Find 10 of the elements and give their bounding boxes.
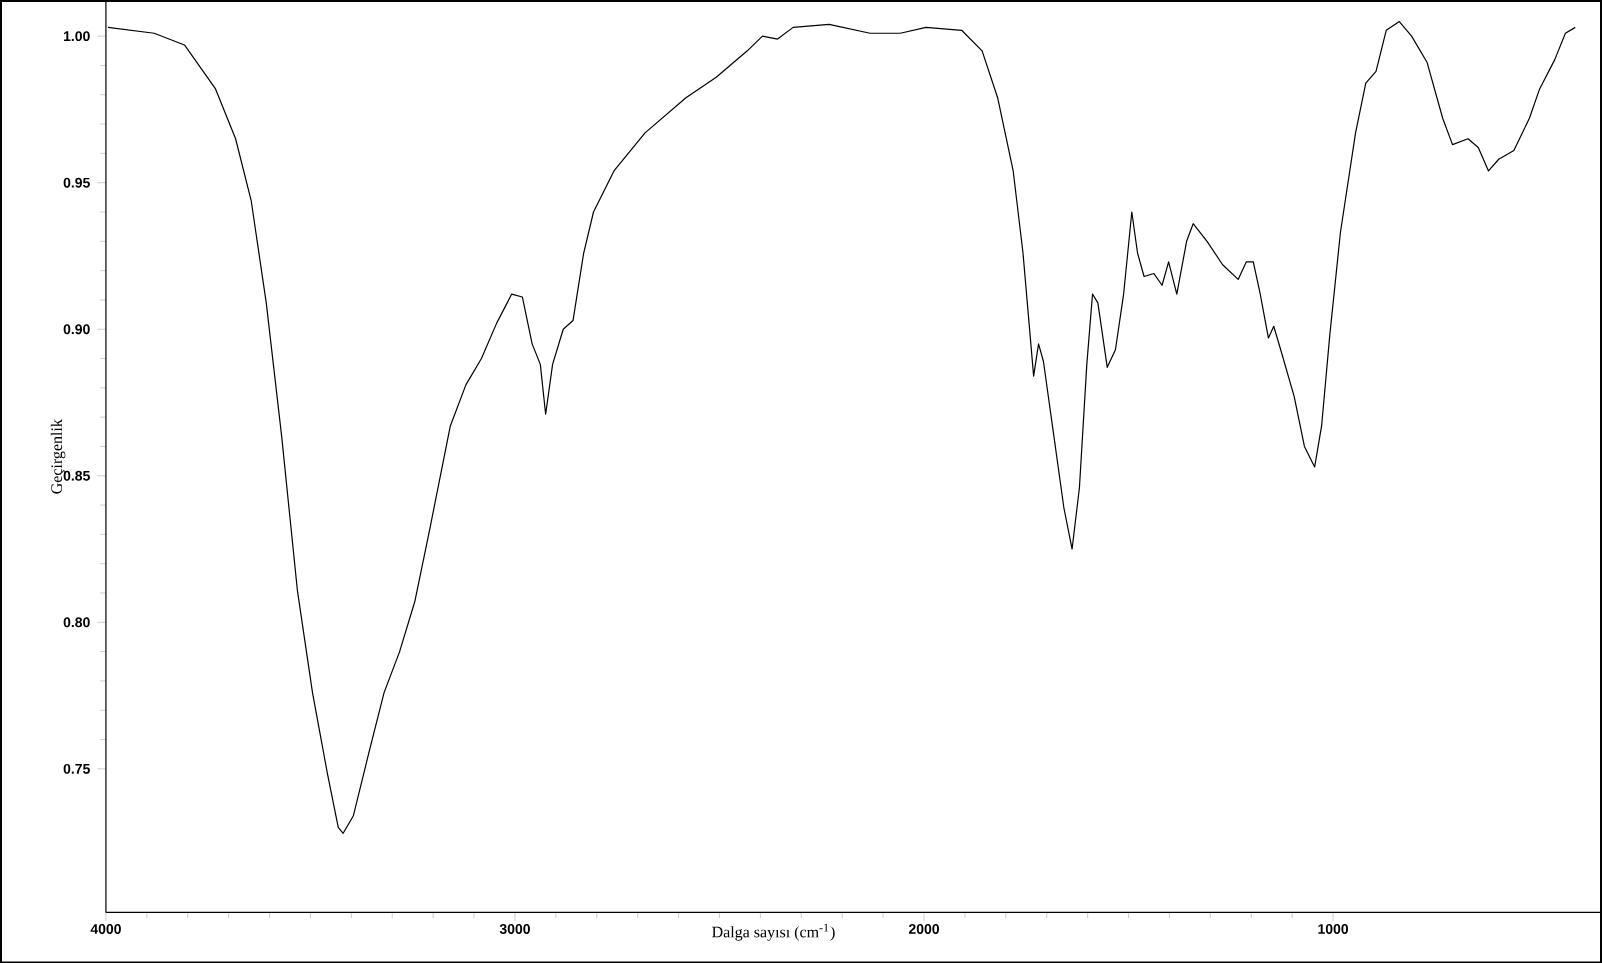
y-tick-label: 0.90 [63,324,90,334]
x-axis-title: Dalga sayısı (cm$^{-1}$) [712,923,835,941]
x-tick-label: 4000 [90,923,121,934]
y-tick-label: 0.95 [63,177,90,188]
y-tick-label: 1.00 [63,31,90,41]
x-tick-label: 1000 [1318,923,1349,934]
x-tick-label: 2000 [908,923,939,934]
y-tick-label: 0.75 [63,763,90,774]
x-tick-label: 3000 [499,923,530,934]
y-tick-label: 0.80 [63,617,90,628]
